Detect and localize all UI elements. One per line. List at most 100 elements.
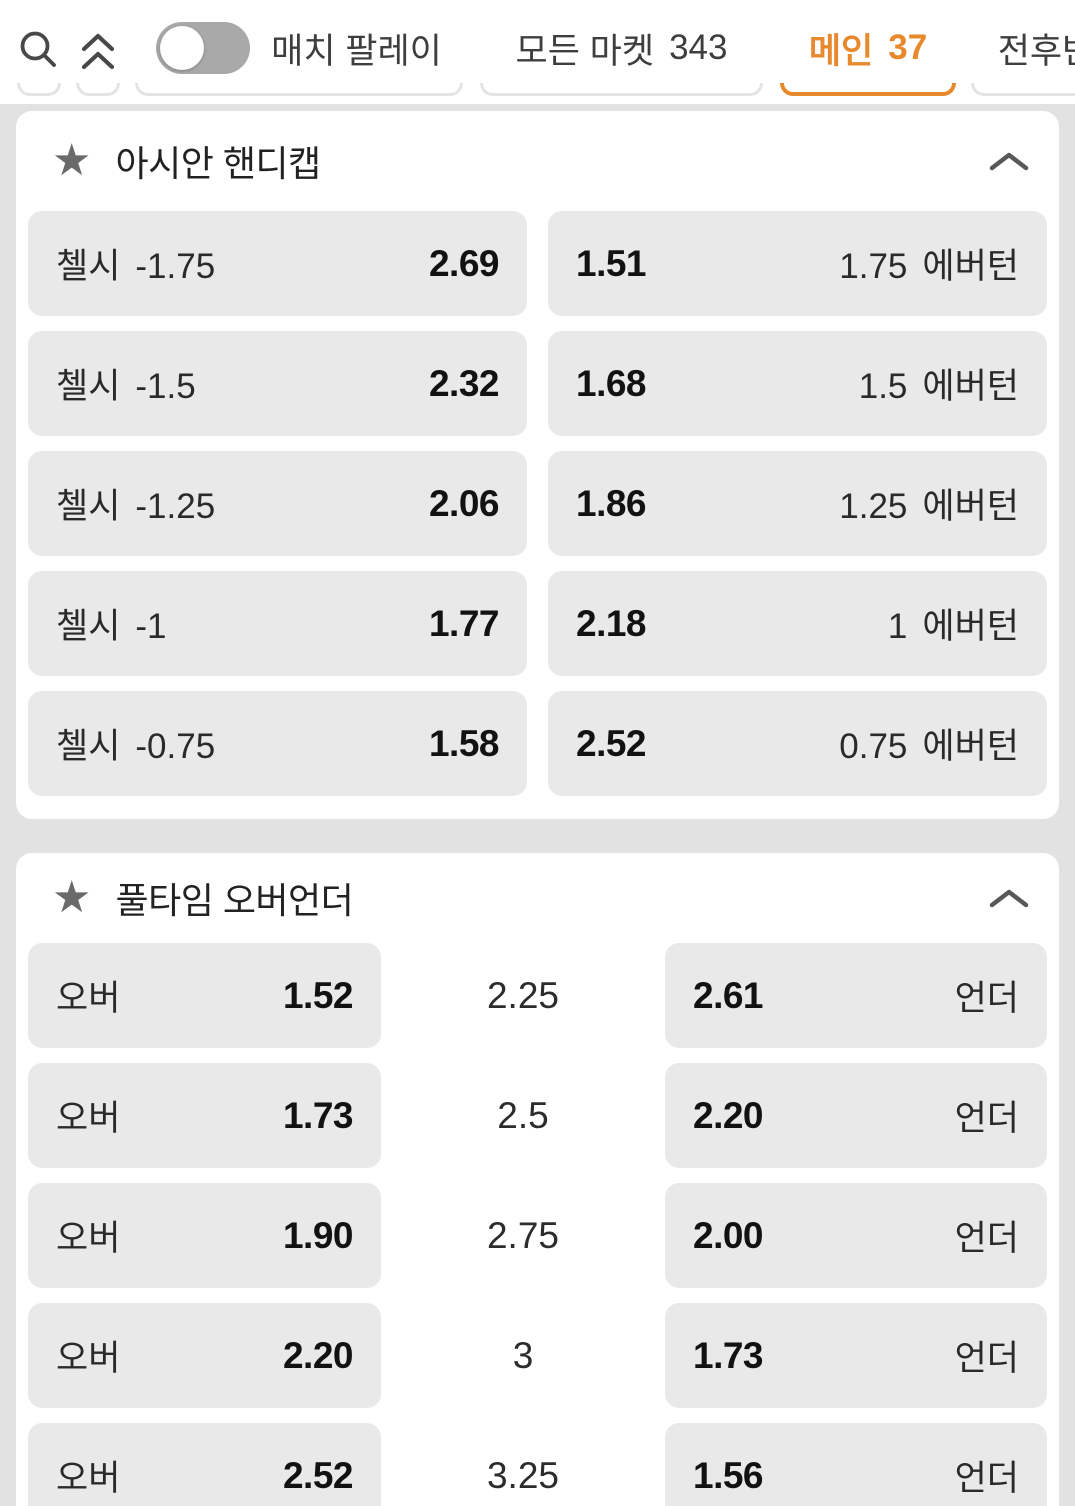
team-name: 에버턴 — [922, 727, 1019, 766]
tab-label: 전후반 — [997, 31, 1075, 71]
tab-underline — [76, 83, 120, 96]
section-header: ★ 아시안 핸디캡 — [16, 111, 1059, 211]
tab-main[interactable]: 메인 37 — [779, 0, 957, 104]
tab-label: 메인 — [808, 31, 874, 71]
section-title: 아시안 핸디캡 — [115, 143, 321, 184]
favorite-star-icon[interactable]: ★ — [52, 873, 92, 922]
team-name: 에버턴 — [922, 607, 1019, 646]
handicap-line: -1.75 — [135, 247, 216, 286]
bet-cell-under[interactable]: 1.73 언더 — [665, 1303, 1047, 1408]
over-label: 오버 — [56, 1219, 121, 1258]
tab-match-parlay[interactable]: 매치 팔레이 — [134, 0, 464, 104]
tab-underline — [135, 83, 463, 96]
ou-line-value: 3.25 — [486, 1454, 559, 1496]
selection-label: 1.25 에버턴 — [839, 478, 1019, 529]
selection-label: 첼시 -1.25 — [56, 478, 215, 529]
bet-cell-under[interactable]: 2.20 언더 — [665, 1063, 1047, 1168]
section-header: ★ 풀타임 오버언더 — [16, 853, 1059, 943]
handicap-row: 첼시 -0.75 1.58 2.52 0.75 에버턴 — [28, 691, 1047, 796]
selection-label: 1.5 에버턴 — [859, 358, 1019, 409]
odds-value: 1.56 — [693, 1454, 764, 1496]
handicap-line: 1.75 — [839, 247, 908, 286]
team-name: 에버턴 — [922, 367, 1019, 406]
selection-label: 0.75 에버턴 — [839, 718, 1019, 769]
tab-label: 모든 마켓 — [515, 31, 655, 71]
odds-value: 1.68 — [576, 362, 647, 404]
bet-cell-home[interactable]: 첼시 -1.25 2.06 — [28, 451, 527, 556]
handicap-row: 첼시 -1.25 2.06 1.86 1.25 에버턴 — [28, 451, 1047, 556]
double-chevron-up-icon — [81, 33, 115, 70]
under-label: 언더 — [954, 979, 1019, 1018]
bet-cell-over[interactable]: 오버 1.52 — [28, 943, 381, 1048]
over-under-row: 오버 1.90 2.75 2.00 언더 — [28, 1183, 1047, 1288]
bet-cell-under[interactable]: 1.56 언더 — [665, 1423, 1047, 1506]
team-name: 첼시 — [56, 487, 121, 526]
odds-value: 1.77 — [428, 602, 500, 644]
odds-value: 2.69 — [428, 242, 500, 284]
handicap-line: 1 — [887, 607, 908, 646]
odds-value: 1.73 — [693, 1334, 764, 1376]
handicap-row: 첼시 -1 1.77 2.18 1 에버턴 — [28, 571, 1047, 676]
bet-cell-under[interactable]: 2.00 언더 — [665, 1183, 1047, 1288]
chevron-up-icon — [989, 152, 1029, 171]
team-name: 첼시 — [56, 367, 121, 406]
selection-label: 첼시 -0.75 — [56, 718, 215, 769]
tab-underline — [780, 83, 956, 96]
search-button[interactable] — [16, 0, 62, 104]
bet-cell-home[interactable]: 첼시 -1.75 2.69 — [28, 211, 527, 316]
section-collapse-button[interactable] — [987, 882, 1031, 914]
market-section-asian-handicap: ★ 아시안 핸디캡 첼시 -1.75 2.69 1.5 1 — [16, 111, 1059, 819]
under-label: 언더 — [954, 1339, 1019, 1378]
over-under-row: 오버 1.73 2.5 2.20 언더 — [28, 1063, 1047, 1168]
under-label: 언더 — [954, 1219, 1019, 1258]
bet-cell-away[interactable]: 1.68 1.5 에버턴 — [548, 331, 1047, 436]
section-collapse-button[interactable] — [987, 145, 1031, 177]
odds-value: 2.00 — [693, 1214, 764, 1256]
tab-all-markets[interactable]: 모든 마켓 343 — [479, 0, 764, 104]
over-under-row: 오버 2.20 3 1.73 언더 — [28, 1303, 1047, 1408]
under-label: 언더 — [954, 1099, 1019, 1138]
bet-cell-home[interactable]: 첼시 -0.75 1.58 — [28, 691, 527, 796]
odds-value: 2.18 — [576, 602, 647, 644]
tab-label: 매치 팔레이 — [271, 31, 442, 71]
odds-value: 2.20 — [693, 1094, 764, 1136]
toggle-knob — [160, 26, 205, 70]
tab-halves[interactable]: 전후반 — [970, 0, 1075, 104]
selection-label: 첼시 -1.75 — [56, 238, 215, 289]
bet-cell-away[interactable]: 1.51 1.75 에버턴 — [548, 211, 1047, 316]
bet-cell-over[interactable]: 오버 1.73 — [28, 1063, 381, 1168]
selection-label: 1 에버턴 — [888, 598, 1019, 649]
bet-cell-home[interactable]: 첼시 -1.5 2.32 — [28, 331, 527, 436]
odds-value: 1.52 — [282, 974, 354, 1016]
bet-cell-home[interactable]: 첼시 -1 1.77 — [28, 571, 527, 676]
ou-line-value: 2.75 — [486, 1214, 559, 1256]
odds-value: 1.58 — [428, 722, 500, 764]
team-name: 에버턴 — [922, 247, 1019, 286]
odds-value: 1.86 — [576, 482, 647, 524]
odds-value: 2.52 — [282, 1454, 354, 1496]
bet-cell-over[interactable]: 오버 2.20 — [28, 1303, 381, 1408]
team-name: 첼시 — [56, 727, 121, 766]
over-under-row: 오버 1.52 2.25 2.61 언더 — [28, 943, 1047, 1048]
over-under-row: 오버 2.52 3.25 1.56 언더 — [28, 1423, 1047, 1506]
over-under-rows: 오버 1.52 2.25 2.61 언더 오버 1.73 2.5 2.20 언더 — [16, 943, 1059, 1506]
bet-cell-over[interactable]: 오버 2.52 — [28, 1423, 381, 1506]
bet-cell-away[interactable]: 2.18 1 에버턴 — [548, 571, 1047, 676]
collapse-all-button[interactable] — [75, 0, 121, 104]
handicap-line: -1.5 — [135, 367, 196, 406]
odds-value: 2.06 — [428, 482, 500, 524]
ou-line-value: 2.25 — [486, 974, 559, 1016]
tab-count-badge: 343 — [669, 28, 728, 67]
handicap-line: 1.5 — [858, 367, 908, 406]
under-label: 언더 — [954, 1459, 1019, 1498]
odds-value: 1.90 — [282, 1214, 354, 1256]
bet-cell-under[interactable]: 2.61 언더 — [665, 943, 1047, 1048]
chevron-up-icon — [989, 889, 1029, 908]
bet-cell-away[interactable]: 1.86 1.25 에버턴 — [548, 451, 1047, 556]
favorite-star-icon[interactable]: ★ — [52, 136, 92, 185]
parlay-toggle-switch[interactable] — [156, 22, 251, 74]
bet-cell-away[interactable]: 2.52 0.75 에버턴 — [548, 691, 1047, 796]
handicap-line: -1.25 — [135, 487, 216, 526]
bet-cell-over[interactable]: 오버 1.90 — [28, 1183, 381, 1288]
handicap-line: 1.25 — [839, 487, 908, 526]
